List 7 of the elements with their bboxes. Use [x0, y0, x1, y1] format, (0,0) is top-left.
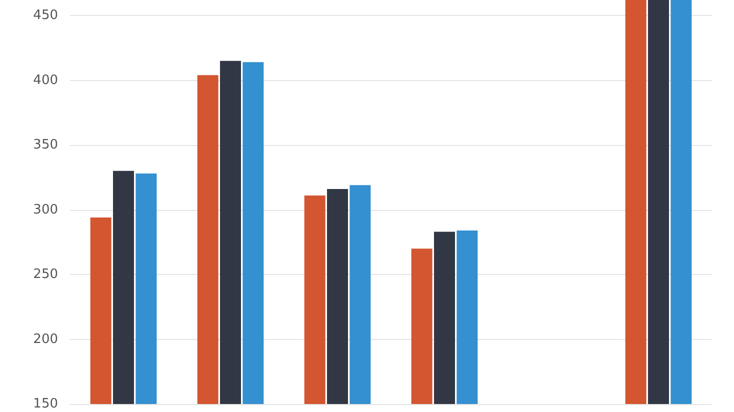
- y-tick-label: 150: [33, 396, 58, 412]
- y-tick-label: 300: [33, 202, 58, 218]
- y-tick-label: 350: [33, 138, 58, 153]
- y-tick-label: 400: [33, 72, 58, 88]
- y-tick-label: 250: [33, 267, 58, 282]
- y-tick-label: 200: [33, 332, 58, 347]
- y-tick-label: 450: [33, 8, 58, 24]
